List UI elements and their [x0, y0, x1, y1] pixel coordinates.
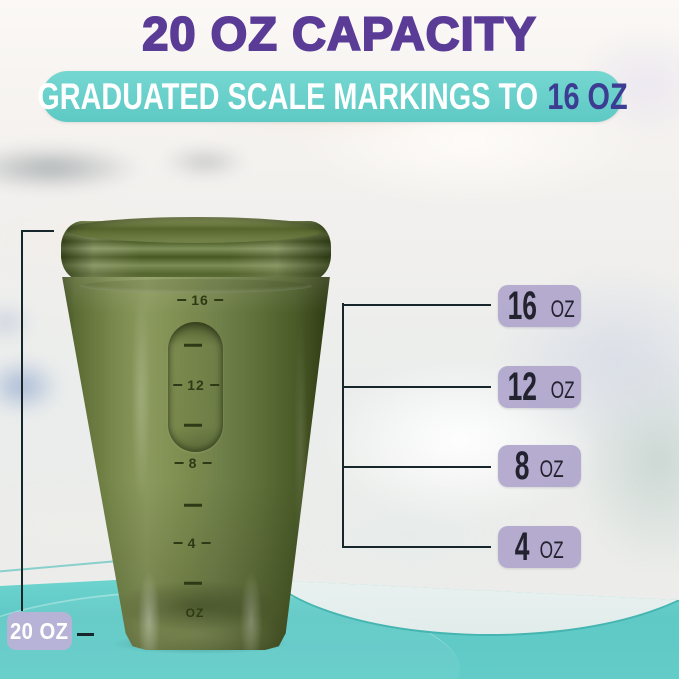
oz-unit: OZ: [539, 537, 564, 564]
capacity-unit: OZ: [39, 617, 69, 644]
scale-marking-label: 16: [191, 292, 209, 308]
scale-tick: [184, 503, 202, 507]
capacity-value: 20: [10, 617, 34, 644]
scale-tick: [184, 423, 202, 427]
scale-dash: [202, 462, 212, 464]
scale-marking-label: 8: [188, 455, 198, 471]
measurement-recess: [168, 322, 223, 452]
capacity-label-dash: [77, 633, 94, 636]
scale-marking-label: 4: [187, 535, 197, 551]
scale-marking-4: 4: [173, 535, 211, 551]
scale-dash: [174, 462, 184, 464]
measurement-label-12oz: 12 OZ: [498, 366, 581, 408]
oz-unit: OZ: [550, 296, 575, 323]
scale-marking-label: 12: [187, 377, 205, 393]
scale-tick: [184, 581, 202, 585]
cup-inner-rim: [80, 279, 312, 293]
capacity-label-text: 20 OZ: [10, 618, 68, 645]
scale-dash: [213, 299, 223, 301]
measurement-value: 16: [507, 284, 537, 328]
scale-marking-label: OZ: [185, 606, 205, 620]
bottom-band: [0, 579, 679, 679]
callout-line-8oz: [343, 466, 491, 468]
scale-marking-oz: OZ: [186, 607, 205, 619]
measurement-value: 8: [514, 444, 530, 488]
scale-dash: [173, 542, 183, 544]
scale-tick: [184, 343, 202, 347]
callout-line-12oz: [343, 386, 491, 388]
callout-line-4oz: [343, 546, 491, 548]
scale-dash: [173, 384, 183, 386]
scale-marking-16: 16: [177, 293, 223, 307]
capacity-bracket-line: [21, 230, 23, 611]
banner-highlight: 16 OZ: [546, 76, 628, 117]
capacity-bracket-top: [21, 230, 54, 232]
measurement-label-8oz: 8 OZ: [498, 445, 581, 487]
scale-dash: [201, 542, 211, 544]
measurement-label-4oz: 4 OZ: [498, 526, 581, 568]
measurement-value: 12: [507, 365, 537, 409]
feature-banner: GRADUATED SCALE MARKINGS TO 16 OZ: [37, 71, 627, 122]
measurement-label-16oz: 16 OZ: [498, 285, 581, 327]
oz-unit: OZ: [539, 456, 564, 483]
feature-banner-text: GRADUATED SCALE MARKINGS TO 16 OZ: [37, 78, 627, 115]
callout-line-vertical: [342, 303, 344, 548]
callout-line-16oz: [343, 304, 491, 306]
scale-marking-8: 8: [174, 455, 212, 471]
scale-marking-12: 12: [173, 378, 219, 392]
scale-dash: [177, 299, 187, 301]
scale-dash: [209, 384, 219, 386]
blender-cup: 16 12 8 4 OZ: [58, 217, 334, 650]
banner-text: GRADUATED SCALE MARKINGS TO: [36, 76, 538, 117]
measurement-value: 4: [514, 525, 530, 569]
oz-unit: OZ: [550, 377, 575, 404]
cup-mouth: [67, 217, 325, 243]
capacity-label-20oz: 20 OZ: [7, 612, 72, 650]
capacity-title: 20 OZ CAPACITY: [141, 6, 537, 61]
